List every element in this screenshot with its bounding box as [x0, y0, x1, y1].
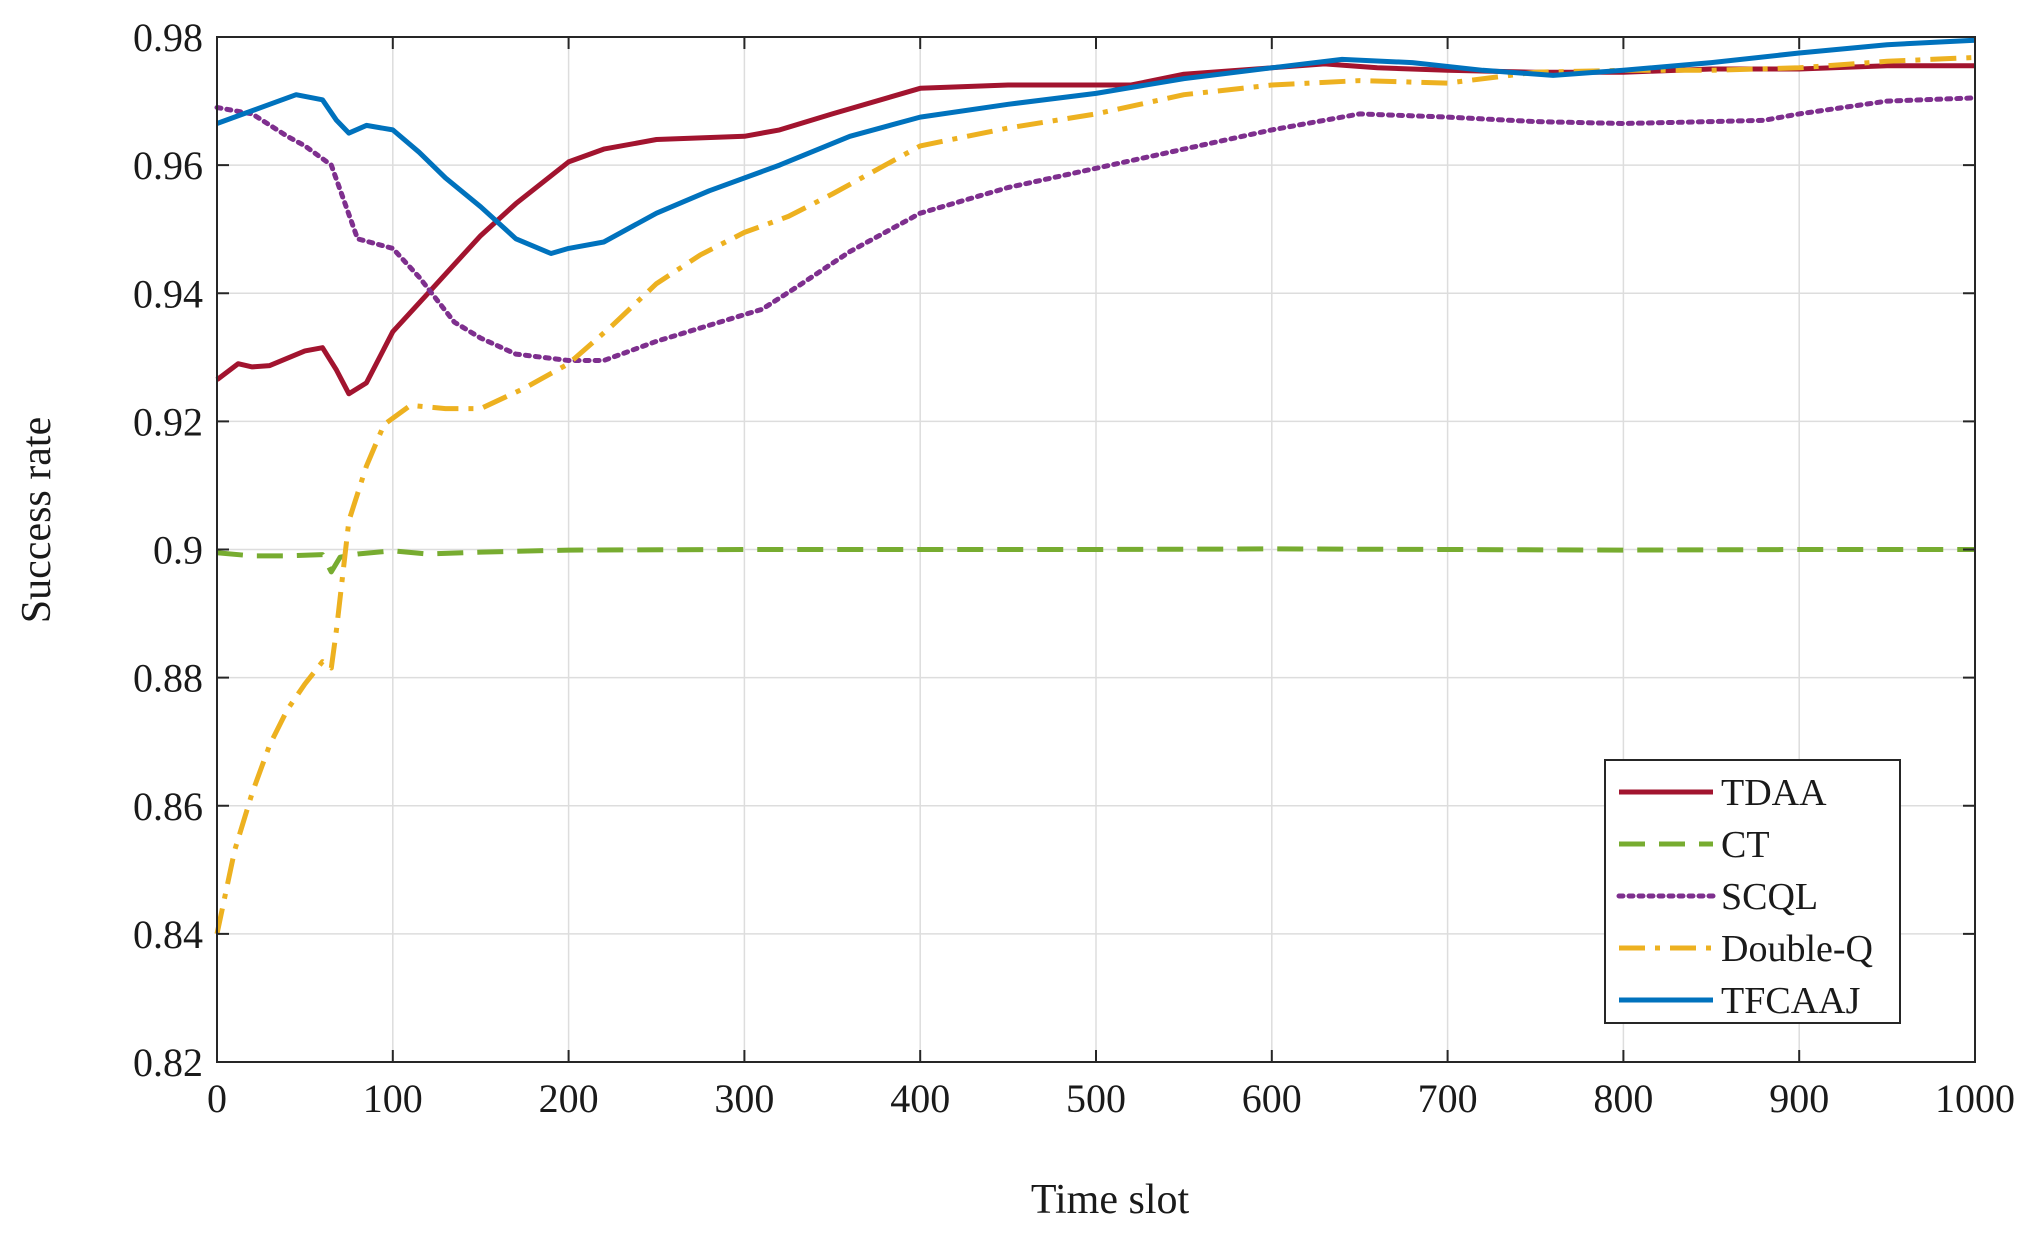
- x-tick-label: 200: [539, 1076, 599, 1121]
- y-tick-label: 0.82: [133, 1040, 203, 1085]
- x-tick-label: 500: [1066, 1076, 1126, 1121]
- x-axis-title: Time slot: [1031, 1177, 1190, 1223]
- legend-label: SCQL: [1721, 876, 1818, 918]
- series-lines: [214, 37, 1978, 935]
- x-tick-label: 0: [207, 1076, 227, 1121]
- legend-label: CT: [1721, 824, 1770, 866]
- legend-label: Double-Q: [1721, 928, 1873, 970]
- x-tick-label: 1000: [1935, 1076, 2015, 1121]
- x-tick-label: 600: [1242, 1076, 1302, 1121]
- y-tick-label: 0.84: [133, 912, 203, 957]
- legend-box: [1604, 759, 1901, 1024]
- y-tick-label: 0.88: [133, 656, 203, 701]
- y-tick-label: 0.92: [133, 399, 203, 444]
- y-tick-label: 0.98: [133, 15, 203, 60]
- y-axis-title: Success rate: [14, 417, 60, 623]
- x-tick-label: 300: [714, 1076, 774, 1121]
- x-tick-label: 400: [890, 1076, 950, 1121]
- axes: [216, 36, 1976, 1063]
- legend: TDAA CT SCQL Double-Q TFCAAJ: [1604, 759, 1901, 1024]
- x-tick-label: 700: [1418, 1076, 1478, 1121]
- tick-labels: 0 100 200 300 400 500 600 700 800 900 1000 0.82 0.84…: [133, 15, 2015, 1121]
- legend-label: TDAA: [1721, 772, 1827, 814]
- series-line-scql: [214, 95, 1978, 363]
- x-tick-label: 900: [1769, 1076, 1829, 1121]
- x-tick-label: 100: [363, 1076, 423, 1121]
- x-tick-label: 800: [1593, 1076, 1653, 1121]
- y-tick-label: 0.9: [153, 528, 203, 573]
- series-line-tfcaaj: [216, 37, 1976, 256]
- series-line-ct: [216, 546, 1975, 575]
- y-tick-label: 0.94: [133, 271, 203, 316]
- y-tick-label: 0.96: [133, 143, 203, 188]
- y-tick-label: 0.86: [133, 784, 203, 829]
- legend-label: TFCAAJ: [1721, 980, 1860, 1022]
